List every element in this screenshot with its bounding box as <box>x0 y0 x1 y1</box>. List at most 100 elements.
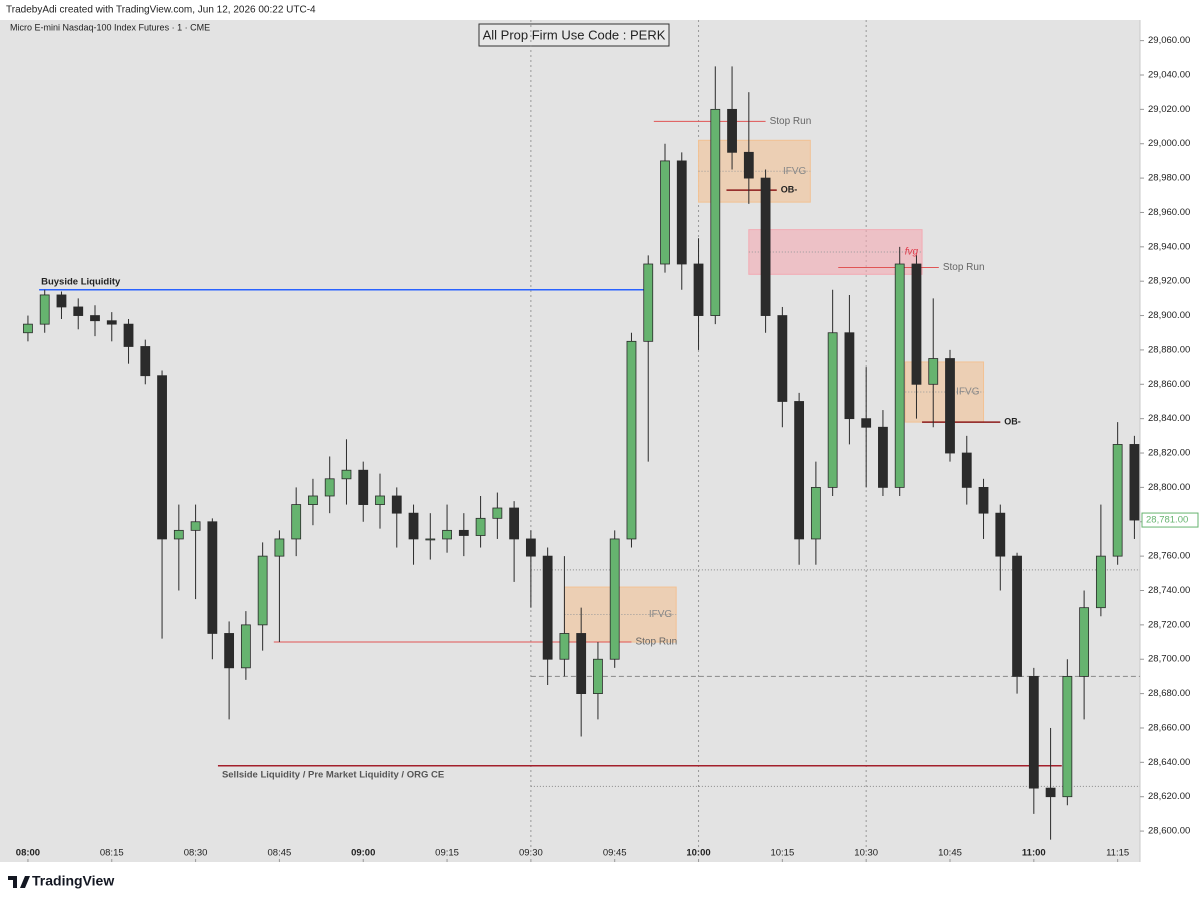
candle-body <box>274 538 285 557</box>
y-tick-label: 28,820.00 <box>1148 448 1190 459</box>
candle-body <box>375 495 385 505</box>
candle-body <box>878 426 888 488</box>
candle-body <box>676 160 687 265</box>
candle-body <box>308 495 318 505</box>
title-box <box>478 23 670 47</box>
x-tick-label: 09:45 <box>603 848 627 859</box>
candle-body <box>39 294 50 325</box>
candle-body <box>978 486 989 514</box>
candle-body <box>743 151 754 179</box>
candle-body <box>827 332 838 488</box>
candle-body <box>609 538 620 660</box>
candle-body <box>458 529 469 536</box>
credit: TradebyAdi created with TradingView.com,… <box>6 5 316 16</box>
y-tick-label: 29,020.00 <box>1148 104 1190 115</box>
candle-body <box>525 538 536 557</box>
candle-body <box>56 294 67 308</box>
logo-text: TradingView <box>32 873 114 889</box>
x-tick-label: 11:00 <box>1022 848 1046 859</box>
logo: TradingView <box>8 873 114 889</box>
candle-body <box>945 358 955 454</box>
y-tick-label: 28,860.00 <box>1148 379 1190 390</box>
candle-body <box>442 529 452 540</box>
candle-body <box>710 108 721 316</box>
annotation-label: Stop Run <box>635 637 677 648</box>
candle-body <box>844 332 855 420</box>
candle-body <box>1129 444 1140 521</box>
candle-body <box>593 658 603 695</box>
x-tick-label: 08:15 <box>100 848 124 859</box>
y-tick-label: 28,960.00 <box>1148 207 1190 218</box>
candle-body <box>190 521 201 531</box>
candle-body <box>576 633 587 695</box>
x-tick-label: 08:30 <box>184 848 208 859</box>
zone-label: fvg <box>905 247 919 258</box>
zone-label: IFVG <box>649 609 673 620</box>
candle-body <box>928 358 939 385</box>
y-tick-label: 28,680.00 <box>1148 688 1190 699</box>
annotation-label: Buyside Liquidity <box>41 276 121 287</box>
candle-body <box>492 507 503 519</box>
candle-body <box>794 401 805 540</box>
candle-body <box>207 521 218 634</box>
y-tick-label: 28,900.00 <box>1148 310 1190 321</box>
zone-label: IFVG <box>956 387 980 398</box>
last-price-box <box>1141 512 1199 528</box>
candle-body <box>509 507 520 540</box>
y-tick-label: 29,040.00 <box>1148 70 1190 81</box>
annotation-label: OB- <box>1004 416 1021 426</box>
candle-body <box>140 346 151 377</box>
y-tick-label: 28,920.00 <box>1148 276 1190 287</box>
candle-body <box>995 512 1006 557</box>
y-tick-label: 28,760.00 <box>1148 551 1190 562</box>
candle-body <box>324 478 335 497</box>
x-tick-label: 10:45 <box>938 848 962 859</box>
candle-body <box>408 512 419 540</box>
candle-body <box>961 452 972 488</box>
y-tick-label: 28,600.00 <box>1148 826 1190 837</box>
logo-icon <box>8 876 30 888</box>
candle-body <box>1012 555 1022 677</box>
candle-body <box>23 323 33 334</box>
candle-body <box>693 263 704 316</box>
annotation-label: OB- <box>781 184 798 194</box>
y-tick-label: 28,640.00 <box>1148 757 1190 768</box>
candle-body <box>73 306 84 316</box>
candle-body <box>90 315 100 322</box>
candle-body <box>106 320 117 325</box>
candle-body <box>240 624 251 669</box>
candle-body <box>559 633 570 660</box>
x-tick-label: 09:15 <box>435 848 459 859</box>
candle-body <box>475 517 486 536</box>
y-tick-label: 28,660.00 <box>1148 722 1190 733</box>
candle-body <box>358 469 369 505</box>
candle-body <box>777 315 788 402</box>
candle-body <box>810 486 821 540</box>
annotation-label: Stop Run <box>770 116 812 127</box>
x-tick-label: 10:30 <box>854 848 878 859</box>
candle-body <box>425 538 436 541</box>
symbol: Micro E-mini Nasdaq-100 Index Futures · … <box>10 22 210 32</box>
last-price-label: 28,781.00 <box>1146 515 1188 526</box>
x-tick-label: 08:45 <box>268 848 292 859</box>
candle-body <box>291 504 302 540</box>
candle-body <box>123 323 134 347</box>
candle-body <box>1079 607 1090 677</box>
y-tick-label: 28,700.00 <box>1148 654 1190 665</box>
candle-body <box>1045 787 1056 798</box>
plot-area <box>0 20 1140 862</box>
y-tick-label: 28,620.00 <box>1148 791 1190 802</box>
candle-body <box>341 469 352 480</box>
candle-body <box>911 263 922 385</box>
annotation-label: Sellside Liquidity / Pre Market Liquidit… <box>222 769 444 780</box>
candle-body <box>257 555 268 626</box>
candle-body <box>894 263 905 488</box>
candle-body <box>1062 676 1073 798</box>
x-tick-label: 08:00 <box>16 848 40 859</box>
annotation-label: Stop Run <box>943 262 985 273</box>
chart-title: All Prop Firm Use Code : PERK <box>483 27 666 42</box>
candle-body <box>1095 555 1106 609</box>
candle-body <box>626 340 637 540</box>
